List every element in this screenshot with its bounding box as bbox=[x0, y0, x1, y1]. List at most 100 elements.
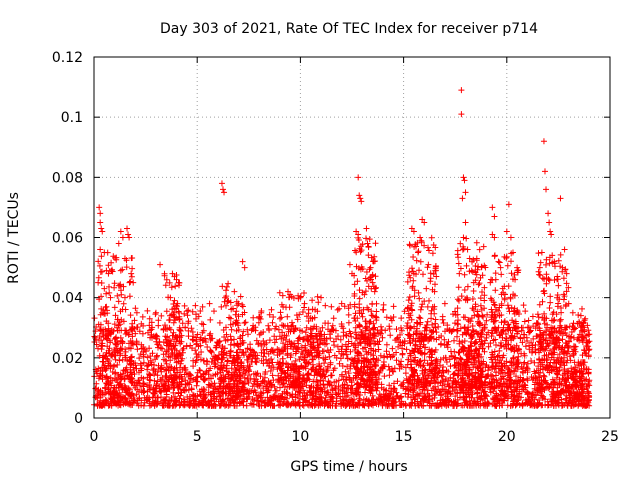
data-point bbox=[456, 270, 463, 277]
data-point bbox=[361, 291, 368, 298]
data-point bbox=[576, 318, 583, 325]
x-tick-label: 10 bbox=[291, 429, 309, 445]
data-point bbox=[241, 264, 248, 271]
data-point bbox=[497, 264, 504, 271]
data-point bbox=[175, 279, 182, 286]
x-tick-label: 0 bbox=[90, 429, 99, 445]
data-point bbox=[124, 225, 131, 232]
data-point bbox=[464, 246, 471, 253]
data-point bbox=[365, 243, 372, 250]
data-point bbox=[97, 219, 104, 226]
data-point bbox=[489, 231, 496, 238]
x-tick-label: 5 bbox=[193, 429, 202, 445]
data-point bbox=[171, 273, 178, 280]
data-point bbox=[220, 186, 226, 193]
data-point bbox=[460, 234, 467, 241]
data-point bbox=[146, 315, 153, 322]
data-point bbox=[117, 267, 124, 274]
data-point bbox=[462, 219, 469, 226]
data-point bbox=[355, 231, 362, 238]
data-point bbox=[297, 294, 304, 301]
data-point bbox=[548, 231, 555, 238]
data-point bbox=[536, 264, 543, 271]
data-point bbox=[555, 282, 562, 289]
data-point bbox=[363, 225, 370, 232]
data-point bbox=[417, 234, 424, 241]
data-point bbox=[101, 285, 108, 292]
data-point bbox=[371, 288, 378, 295]
data-point bbox=[569, 309, 576, 316]
data-point bbox=[121, 294, 128, 301]
data-point bbox=[285, 288, 292, 295]
axis-tick-labels: 0 0.02 0.04 0.06 0.08 0.1 0.12 0 5 10 15 20 25 bbox=[52, 50, 619, 445]
data-point bbox=[115, 282, 122, 289]
data-point bbox=[99, 309, 106, 316]
data-point bbox=[563, 270, 570, 277]
data-point bbox=[103, 267, 110, 274]
data-point bbox=[509, 249, 516, 256]
data-point bbox=[97, 210, 104, 217]
data-point bbox=[538, 249, 545, 256]
y-tick-label: 0.12 bbox=[52, 50, 83, 66]
y-axis-title: ROTI / TECUs bbox=[6, 192, 22, 284]
data-point bbox=[169, 270, 176, 277]
data-point bbox=[499, 285, 506, 292]
data-point bbox=[547, 228, 554, 235]
data-point bbox=[461, 177, 468, 184]
x-tick-label: 25 bbox=[601, 429, 619, 445]
data-point bbox=[174, 300, 181, 307]
data-point bbox=[507, 234, 514, 241]
data-point bbox=[546, 219, 553, 226]
data-point bbox=[353, 228, 360, 235]
data-point bbox=[167, 294, 174, 301]
data-point bbox=[338, 300, 345, 307]
data-point bbox=[441, 300, 448, 307]
data-point bbox=[99, 228, 106, 235]
data-point bbox=[369, 279, 376, 286]
y-tick-label: 0.08 bbox=[52, 170, 83, 186]
y-tick-label: 0.04 bbox=[52, 291, 83, 307]
y-tick-label: 0.02 bbox=[52, 351, 83, 367]
data-point bbox=[119, 234, 126, 241]
data-point bbox=[458, 87, 465, 94]
data-point bbox=[117, 228, 124, 235]
data-point bbox=[425, 261, 432, 268]
data-point bbox=[410, 228, 417, 235]
data-point bbox=[431, 288, 438, 295]
data-point bbox=[412, 243, 419, 250]
y-tick-label: 0 bbox=[74, 411, 83, 427]
x-axis-title: GPS time / hours bbox=[290, 459, 407, 475]
data-point bbox=[268, 306, 275, 313]
data-point bbox=[460, 174, 467, 181]
data-point bbox=[541, 168, 548, 175]
data-point bbox=[459, 195, 466, 202]
data-point bbox=[551, 258, 558, 265]
data-point bbox=[423, 285, 430, 292]
data-point bbox=[419, 216, 426, 223]
data-point bbox=[126, 234, 133, 241]
data-point bbox=[301, 300, 308, 307]
data-point bbox=[415, 249, 422, 256]
data-point bbox=[231, 288, 238, 295]
data-point bbox=[491, 234, 498, 241]
chart-title: Day 303 of 2021, Rate Of TEC Index for r… bbox=[160, 21, 538, 37]
plot-frame bbox=[93, 56, 611, 419]
data-point bbox=[557, 195, 564, 202]
data-point bbox=[545, 210, 552, 217]
data-point bbox=[305, 306, 312, 313]
x-tick-label: 15 bbox=[395, 429, 413, 445]
data-point bbox=[582, 315, 589, 322]
data-point-cloud bbox=[91, 234, 593, 409]
data-point bbox=[379, 306, 386, 313]
data-point bbox=[152, 309, 159, 316]
data-point bbox=[157, 261, 164, 268]
data-point bbox=[584, 339, 591, 346]
data-point bbox=[466, 255, 473, 262]
x-tick-label: 20 bbox=[498, 429, 516, 445]
data-point bbox=[221, 189, 228, 196]
y-tick-label: 0.06 bbox=[52, 231, 83, 247]
data-point bbox=[105, 270, 112, 277]
y-tick-label: 0.1 bbox=[61, 110, 83, 126]
data-point bbox=[505, 201, 512, 208]
data-point bbox=[103, 303, 110, 310]
